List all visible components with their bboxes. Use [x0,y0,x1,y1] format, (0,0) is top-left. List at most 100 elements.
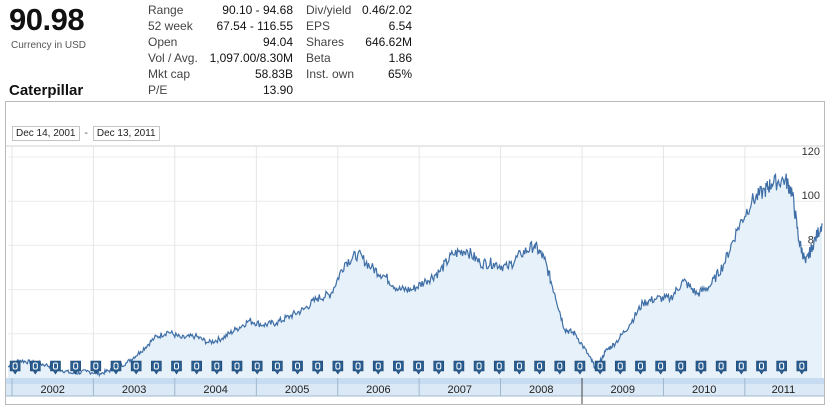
stat-row: Open 94.04 [148,35,293,51]
dividend-marker[interactable] [151,360,162,375]
stat-row: Shares 646.62M [306,35,412,51]
x-axis-band [6,384,824,396]
stat-row: Mkt cap 58.83B [148,67,293,83]
dividend-marker[interactable] [554,360,566,375]
stat-value: 90.10 - 94.68 [222,3,293,17]
date-range: Dec 14, 2001 - Dec 13, 2011 [12,126,160,141]
stat-value: 646.62M [365,34,412,49]
x-tick-label: 2006 [366,384,390,396]
price-area [8,173,822,396]
price-line [7,172,823,378]
stat-value: 1.86 [388,50,412,65]
stat-row: P/E 13.90 [148,83,293,99]
stat-label: Inst. own [306,66,355,81]
dividend-marker[interactable] [776,360,787,375]
dividend-marker[interactable] [231,360,243,375]
dividend-marker[interactable] [272,360,283,375]
x-tick-label: 2002 [40,384,64,396]
dividend-marker[interactable] [332,360,344,375]
dividend-marker[interactable] [110,360,122,375]
stat-label: Vol / Avg. [148,50,198,65]
x-axis-band-top [6,378,824,384]
dividend-marker[interactable] [30,360,41,375]
stat-value: 58.83B [254,66,293,81]
x-tick-label: 2010 [692,384,716,396]
stat-row: EPS 6.54 [306,19,412,35]
dividend-marker[interactable] [574,360,586,375]
price-chart[interactable]: 4060801001202002200320042005200620072008… [6,102,824,404]
x-tick-label: 2009 [611,384,635,396]
dividend-marker[interactable] [715,360,727,375]
dividend-marker[interactable] [413,360,424,375]
chart-panel: Dec 14, 2001 - Dec 13, 2011 406080100120… [5,101,825,405]
dividend-marker[interactable] [171,360,182,375]
price: 90.98 [9,2,85,37]
dividend-marker[interactable] [695,360,707,375]
dividend-marker[interactable] [372,360,384,375]
dividend-marker[interactable] [312,360,324,375]
stat-value: 6.54 [388,18,412,33]
y-tick-label: 100 [802,190,820,202]
date-end-field[interactable]: Dec 13, 2011 [92,126,160,141]
dividend-marker[interactable] [70,360,81,375]
dividend-marker[interactable] [130,360,142,375]
stat-label: Range [148,3,184,17]
dividend-marker[interactable] [211,360,223,375]
dividend-marker[interactable] [534,360,545,375]
stat-value: 13.90 [262,82,293,97]
dividend-marker[interactable] [393,360,404,375]
stat-row: Div/yield 0.46/2.02 [306,3,412,19]
stat-label: Open [148,34,178,49]
dividend-marker[interactable] [90,360,102,375]
dividend-marker[interactable] [433,360,445,375]
stat-label: Beta [306,50,331,65]
dividend-marker[interactable] [493,360,505,375]
dividend-marker[interactable] [614,360,626,375]
stat-label: Div/yield [306,3,352,17]
stats-left: Range 90.10 - 94.68 52 week 67.54 - 116.55 O… [148,3,293,98]
dividend-marker[interactable] [9,360,21,375]
dividend-marker[interactable] [514,360,525,375]
dividend-marker[interactable] [352,360,364,375]
x-tick-label: 2008 [529,384,553,396]
stat-label: EPS [306,18,331,33]
dividend-marker[interactable] [473,360,485,375]
dividend-marker[interactable] [655,360,666,375]
stat-label: Mkt cap [148,66,191,81]
company-name: Caterpillar [9,82,84,99]
stat-row: Range 90.10 - 94.68 [148,3,293,19]
dividend-marker[interactable] [635,360,646,375]
dividend-marker[interactable] [796,360,808,375]
stat-value: 1,097.00/8.30M [209,50,293,65]
x-tick-label: 2011 [772,384,796,396]
dividend-marker[interactable] [756,360,767,375]
stat-label: Shares [306,34,345,49]
stat-value: 0.46/2.02 [361,3,412,17]
stats-right: Div/yield 0.46/2.02 EPS 6.54 Shares 646.62M Be… [306,3,412,83]
currency-label: Currency in USD [11,40,87,51]
dividend-marker[interactable] [736,360,747,375]
dividend-marker[interactable] [251,360,263,375]
x-tick-label: 2007 [448,384,472,396]
stat-value: 65% [387,66,412,81]
date-start-field[interactable]: Dec 14, 2001 [12,126,80,141]
x-tick-label: 2004 [203,384,227,396]
dividend-marker[interactable] [594,360,606,375]
stat-label: P/E [148,82,168,97]
dividend-marker[interactable] [453,360,465,375]
stat-row: 52 week 67.54 - 116.55 [148,19,293,35]
x-tick-label: 2005 [285,384,309,396]
stat-row: Beta 1.86 [306,51,412,67]
dividend-marker[interactable] [50,360,61,375]
dividend-marker[interactable] [675,360,687,375]
x-tick-label: 2003 [122,384,146,396]
date-range-separator: - [84,128,88,139]
stat-row: Inst. own 65% [306,67,412,83]
dividend-marker[interactable] [191,360,202,375]
stat-row: Vol / Avg. 1,097.00/8.30M [148,51,293,67]
y-tick-label: 120 [802,146,820,158]
stat-value: 67.54 - 116.55 [216,18,293,33]
stat-value: 94.04 [262,34,293,49]
dividend-marker[interactable] [292,360,303,375]
stat-label: 52 week [148,18,193,33]
